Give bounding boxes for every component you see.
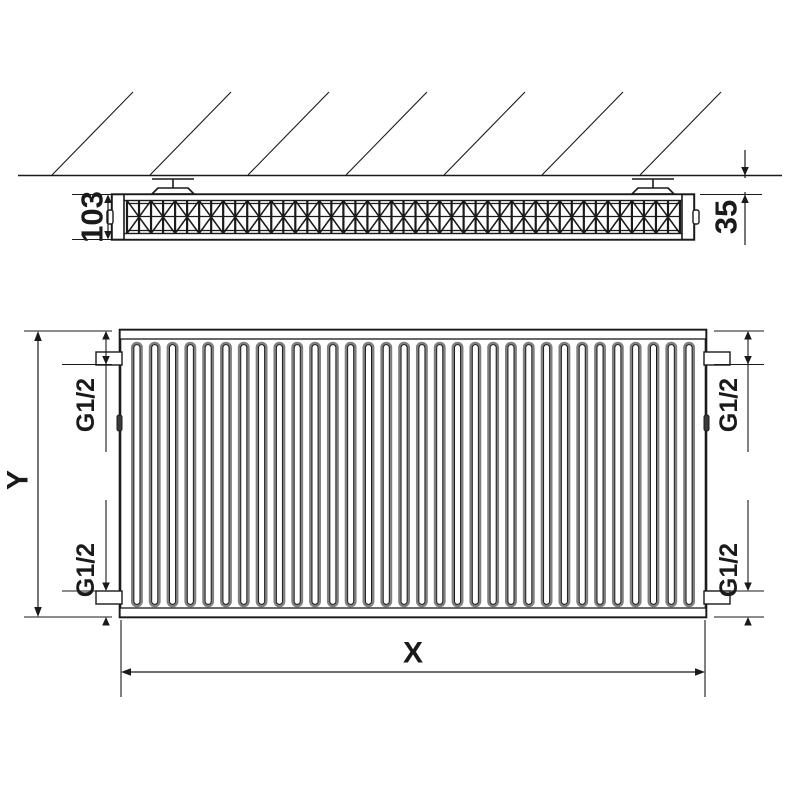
- fin-channel: [380, 341, 393, 608]
- g12-label-top-right: G1/2: [715, 378, 743, 432]
- fin-channel: [611, 341, 624, 608]
- fin-channel: [166, 341, 179, 608]
- fin-channel: [576, 341, 589, 608]
- fin-channel: [344, 341, 357, 608]
- front-view-body: [118, 328, 708, 619]
- fin-channel: [255, 341, 268, 608]
- g12-label-bottom-left: G1/2: [72, 543, 100, 597]
- wall-gap-dimension-group: [700, 150, 762, 245]
- g12-dim-bottom-right: [714, 500, 764, 626]
- top-view-lower-plate: [111, 232, 695, 241]
- fin-channel: [469, 341, 482, 608]
- height-dimension-label: Y: [2, 470, 35, 490]
- top-view: 103 35: [18, 91, 782, 245]
- height-dimension-group: [24, 330, 104, 618]
- fin-channel: [629, 341, 642, 608]
- front-view-bottom-rail: [119, 607, 707, 618]
- fin-channel: [683, 341, 696, 608]
- front-view-fins: [130, 341, 696, 608]
- fin-channel: [326, 341, 339, 608]
- fin-channel: [647, 341, 660, 608]
- width-dimension-group: [120, 620, 706, 697]
- front-view-vent-right: [703, 414, 710, 432]
- fin-channel: [202, 341, 215, 608]
- g12-label-bottom-right: G1/2: [715, 543, 743, 597]
- top-view-end-cap-right: [681, 193, 700, 241]
- fin-channel: [594, 341, 606, 608]
- depth-dimension-label: 103: [75, 191, 110, 243]
- fin-channel: [273, 341, 286, 608]
- fin-channel: [558, 341, 571, 608]
- fin-channel: [505, 341, 517, 608]
- fin-channel: [130, 341, 143, 608]
- front-view: G1/2 G1/2 G1/2 G1/2: [2, 328, 764, 697]
- fin-channel: [184, 341, 197, 608]
- fin-channel: [487, 341, 500, 608]
- front-view-vent-left: [116, 414, 123, 432]
- fin-channel: [415, 341, 428, 608]
- depth-dimension-group: [72, 194, 150, 240]
- fin-channel: [291, 341, 304, 608]
- fin-channel: [362, 341, 375, 608]
- port-stub-top-right: [703, 351, 731, 366]
- fin-channel: [433, 341, 446, 608]
- port-stub-top-left: [95, 351, 123, 366]
- g12-label-top-left: G1/2: [72, 378, 100, 432]
- fin-channel: [665, 341, 678, 608]
- wall-hatching: [51, 91, 722, 176]
- fin-channel: [220, 341, 232, 608]
- fin-channel: [540, 341, 553, 608]
- top-view-upper-plate: [111, 193, 695, 202]
- fin-channel: [237, 341, 250, 608]
- fin-channel: [148, 341, 161, 608]
- wall-bracket-right: [631, 178, 675, 195]
- wall-gap-dimension-label: 35: [709, 200, 744, 234]
- fin-channel: [451, 341, 464, 608]
- top-view-convector-fins: [125, 200, 682, 234]
- wall-bracket-left: [151, 178, 195, 195]
- width-dimension-label: X: [403, 637, 423, 670]
- fin-channel: [309, 341, 321, 608]
- g12-dim-top-right: [714, 330, 764, 452]
- fin-channel: [398, 341, 411, 608]
- fin-channel: [522, 341, 535, 608]
- front-view-top-rail: [119, 329, 707, 340]
